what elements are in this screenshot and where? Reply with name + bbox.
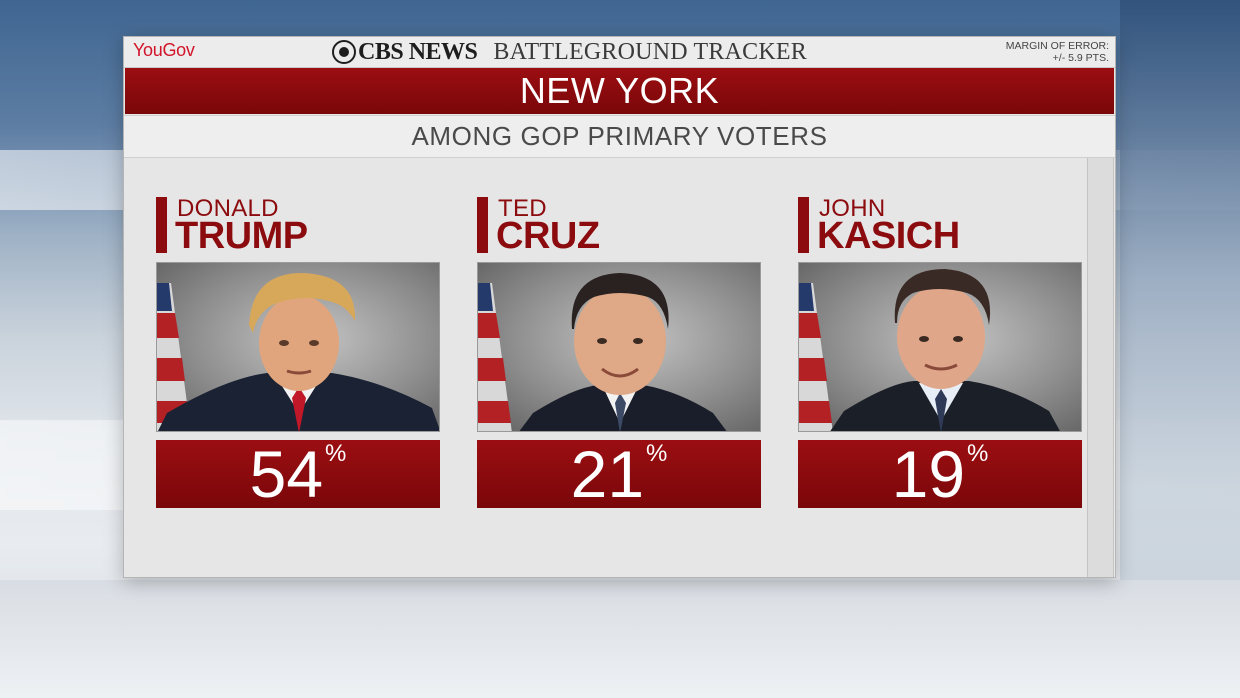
percent-sign: %	[646, 440, 668, 467]
percent-sign: %	[967, 440, 989, 467]
american-flag-icon	[799, 283, 833, 431]
margin-of-error: MARGIN OF ERROR: +/- 5.9 PTS.	[1006, 40, 1109, 64]
percent-value: 54	[249, 437, 324, 511]
candidate-card: DONALD TRUMP 54 %	[124, 158, 445, 577]
state-title-bar: NEW YORK	[125, 68, 1114, 114]
subtitle-bar: AMONG GOP PRIMARY VOTERS	[124, 115, 1115, 158]
column-divider	[1087, 158, 1114, 577]
poll-board: YouGov CBS NEWS BATTLEGROUND TRACKER MAR…	[123, 36, 1116, 578]
subtitle: AMONG GOP PRIMARY VOTERS	[411, 121, 828, 151]
first-name: JOHN	[819, 195, 886, 222]
percent-bar: 19 %	[798, 440, 1082, 508]
cbs-eye-icon	[332, 40, 356, 64]
percent-value: 21	[570, 437, 645, 511]
cbs-brand: CBS NEWS BATTLEGROUND TRACKER	[332, 38, 902, 66]
percent-bar: 21 %	[477, 440, 761, 508]
yougov-logo: YouGov	[133, 40, 195, 60]
first-name: DONALD	[177, 195, 279, 222]
name-accent-bar	[798, 197, 809, 253]
candidate-photo	[477, 262, 761, 432]
percent-sign: %	[325, 440, 347, 467]
percent-bar: 54 %	[156, 440, 440, 508]
name-accent-bar	[156, 197, 167, 253]
first-name: TED	[498, 195, 547, 222]
trump-portrait	[158, 273, 439, 431]
candidate-photo	[798, 262, 1082, 432]
state-title: NEW YORK	[519, 70, 720, 111]
american-flag-icon	[478, 283, 512, 431]
header-bar: YouGov CBS NEWS BATTLEGROUND TRACKER MAR…	[124, 37, 1115, 68]
kasich-portrait	[830, 269, 1060, 431]
background-floor	[0, 580, 1240, 698]
name-accent-bar	[477, 197, 488, 253]
last-name: KASICH	[817, 215, 960, 257]
program-name: BATTLEGROUND TRACKER	[493, 38, 807, 65]
network-name: CBS NEWS	[358, 38, 478, 65]
candidate-card: JOHN KASICH 19 %	[766, 158, 1087, 577]
cruz-portrait	[519, 273, 727, 431]
percent-value: 19	[891, 437, 966, 511]
margin-label: MARGIN OF ERROR:	[1005, 40, 1109, 52]
last-name: TRUMP	[175, 215, 308, 257]
candidate-card: TED CRUZ 21 %	[445, 158, 766, 577]
candidate-photo	[156, 262, 440, 432]
last-name: CRUZ	[496, 215, 600, 257]
margin-value: +/- 5.9 PTS.	[1052, 52, 1109, 64]
